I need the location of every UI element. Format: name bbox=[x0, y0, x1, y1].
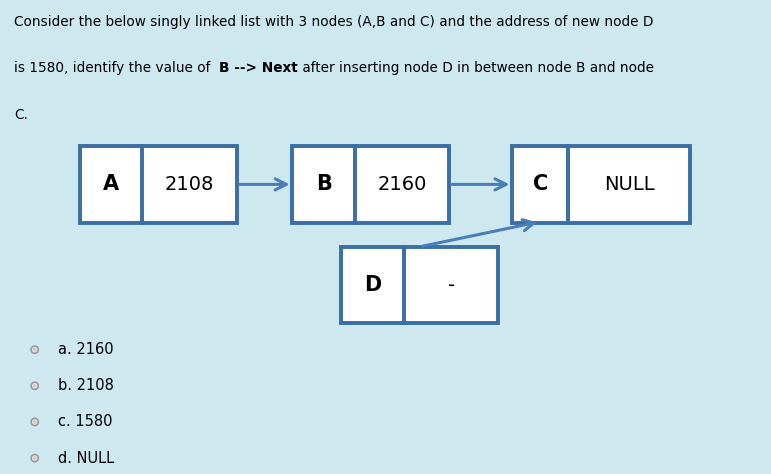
Ellipse shape bbox=[33, 384, 36, 388]
Bar bbox=[512, 146, 690, 223]
Text: NULL: NULL bbox=[604, 175, 655, 194]
Ellipse shape bbox=[31, 346, 39, 353]
Ellipse shape bbox=[33, 420, 36, 424]
Text: C: C bbox=[533, 174, 548, 194]
Text: d. NULL: d. NULL bbox=[58, 451, 114, 465]
Ellipse shape bbox=[31, 382, 39, 390]
Text: D: D bbox=[364, 275, 382, 295]
Text: c. 1580: c. 1580 bbox=[58, 414, 113, 429]
Bar bbox=[79, 146, 237, 223]
Text: A: A bbox=[103, 174, 120, 194]
Text: a. 2160: a. 2160 bbox=[58, 342, 113, 357]
Text: C.: C. bbox=[14, 108, 28, 121]
Ellipse shape bbox=[33, 348, 36, 352]
Text: -: - bbox=[448, 275, 455, 295]
Text: B --> Next: B --> Next bbox=[219, 62, 298, 75]
Text: 2108: 2108 bbox=[165, 175, 214, 194]
Ellipse shape bbox=[33, 456, 36, 460]
Text: 2160: 2160 bbox=[378, 175, 427, 194]
Bar bbox=[292, 146, 449, 223]
Ellipse shape bbox=[31, 455, 39, 462]
Bar bbox=[342, 247, 498, 323]
Text: b. 2108: b. 2108 bbox=[58, 378, 113, 393]
Text: Consider the below singly linked list with 3 nodes (A,B and C) and the address o: Consider the below singly linked list wi… bbox=[14, 15, 653, 29]
Text: B: B bbox=[316, 174, 332, 194]
Text: after inserting node D in between node B and node: after inserting node D in between node B… bbox=[298, 62, 654, 75]
Text: is 1580, identify the value of: is 1580, identify the value of bbox=[14, 62, 219, 75]
Ellipse shape bbox=[31, 419, 39, 426]
